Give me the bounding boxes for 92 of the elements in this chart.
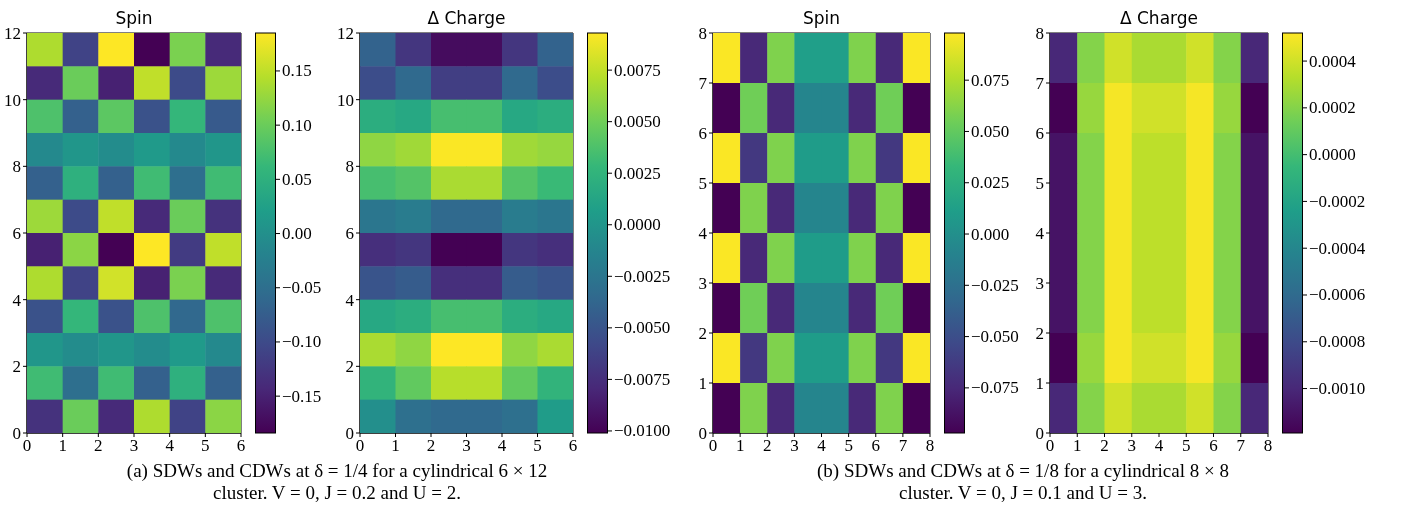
text: (a) SDWs and CDWs at δ = 1/4 for a cylindrical 6 × 12 cluster. V = 0, J = 0.2 and U = 2. [125, 460, 549, 504]
color-bar-label: −0.0050 [614, 318, 671, 338]
color-bar-label: −0.075 [971, 378, 1019, 398]
y-tick-label: 1 [1035, 374, 1044, 394]
x-tick-label: 6 [1209, 436, 1218, 456]
y-tick-label: 8 [345, 157, 354, 177]
y-tick-label: 6 [698, 124, 707, 144]
x-tick-label: 3 [790, 436, 799, 456]
y-tick-label: 6 [12, 224, 21, 244]
chart-title: Δ Charge [426, 8, 507, 28]
y-tick-label: 2 [698, 324, 707, 344]
color-bar-label: 0.050 [971, 121, 1010, 141]
x-tick-label: 4 [165, 436, 175, 456]
color-bar-label: −0.0010 [1309, 379, 1366, 399]
color-bar-label: 0.000 [971, 224, 1010, 244]
y-tick-label: 4 [345, 290, 355, 310]
color-bar-label: 0.0025 [614, 163, 661, 183]
color-bar-label: −0.0100 [614, 421, 671, 441]
text: (b) SDWs and CDWs at δ = 1/8 for a cylindrical 8 × 8 cluster. V = 0, J = 0.1 and U = 3. [816, 460, 1230, 504]
color-bar-label: −0.050 [971, 327, 1019, 347]
x-tick-label: 5 [1182, 436, 1191, 456]
y-tick-label: 3 [1035, 274, 1044, 294]
y-tick-label: 4 [12, 290, 22, 310]
color-bar-label: 0.025 [971, 173, 1010, 193]
x-tick-label: 2 [1100, 436, 1109, 456]
x-tick-label: 3 [1127, 436, 1136, 456]
y-tick-label: 7 [1035, 74, 1045, 94]
chart-title: Δ Charge [1118, 8, 1199, 28]
chart-title: Spin [114, 8, 154, 28]
color-bar-label: 0.0050 [614, 112, 661, 132]
color-bar-label: 0.15 [282, 61, 312, 81]
x-tick-label: 3 [462, 436, 471, 456]
y-tick-label: 8 [12, 157, 21, 177]
y-tick-label: 6 [345, 224, 354, 244]
y-tick-label: 4 [698, 224, 708, 244]
y-tick-label: 7 [698, 74, 708, 94]
x-tick-label: 5 [533, 436, 542, 456]
x-tick-label: 6 [871, 436, 880, 456]
y-tick-label: 12 [4, 24, 21, 44]
y-tick-label: 6 [1035, 124, 1044, 144]
x-tick-label: 2 [426, 436, 436, 456]
y-tick-label: 2 [345, 357, 354, 377]
color-bar-label: −0.0008 [1309, 332, 1366, 352]
color-bar-label: −0.025 [971, 275, 1019, 295]
y-tick-label: 1 [698, 374, 707, 394]
color-bar-label: −0.0075 [614, 369, 671, 389]
y-tick-label: 8 [1035, 24, 1044, 44]
chart-title: Spin [801, 8, 842, 28]
y-tick-label: 10 [337, 90, 354, 110]
x-tick-label: 4 [497, 436, 507, 456]
color-bar-label: 0.0000 [1309, 145, 1356, 165]
color-bar-label: 0.10 [282, 115, 312, 135]
y-tick-label: 10 [4, 90, 21, 110]
color-bar-label: −0.15 [282, 386, 322, 406]
x-tick-label: 4 [1154, 436, 1164, 456]
color-bar-label: −0.0006 [1309, 285, 1366, 305]
x-tick-label: 6 [236, 436, 246, 456]
x-tick-label: 1 [58, 436, 67, 456]
color-bar-label: 0.05 [282, 169, 312, 189]
y-tick-label: 3 [698, 274, 707, 294]
color-bar-label: −0.10 [282, 332, 322, 352]
x-tick-label: 2 [94, 436, 103, 456]
x-tick-label: 4 [817, 436, 827, 456]
color-bar-label: −0.0002 [1309, 191, 1366, 211]
color-bar-label: −0.05 [282, 278, 322, 298]
y-tick-label: 4 [1035, 224, 1045, 244]
color-bar-label: 0.075 [971, 70, 1010, 90]
y-tick-label: 12 [337, 24, 354, 44]
y-tick-label: 8 [698, 24, 707, 44]
x-tick-label: 1 [1073, 436, 1082, 456]
y-tick-label: 5 [1035, 174, 1044, 194]
x-tick-label: 8 [925, 436, 935, 456]
x-tick-label: 6 [568, 436, 578, 456]
color-bar-label: 0.0000 [614, 215, 661, 235]
x-tick-label: 1 [735, 436, 745, 456]
color-bar-label: −0.0004 [1309, 238, 1366, 258]
color-bar-label: 0.0075 [614, 60, 661, 80]
x-tick-label: 8 [1263, 436, 1273, 456]
x-tick-label: 7 [1236, 436, 1246, 456]
color-bar-label: 0.00 [282, 224, 312, 244]
color-bar-label: 0.0002 [1309, 98, 1356, 118]
x-tick-label: 3 [129, 436, 139, 456]
y-tick-label: 5 [698, 174, 707, 194]
x-tick-label: 1 [391, 436, 400, 456]
color-bar-label: 0.0004 [1309, 51, 1357, 71]
x-tick-label: 5 [201, 436, 210, 456]
y-tick-label: 2 [12, 357, 21, 377]
x-tick-label: 7 [898, 436, 908, 456]
y-tick-label: 2 [1035, 324, 1044, 344]
x-tick-label: 5 [844, 436, 853, 456]
color-bar-label: −0.0025 [614, 266, 671, 286]
x-tick-label: 2 [763, 436, 772, 456]
